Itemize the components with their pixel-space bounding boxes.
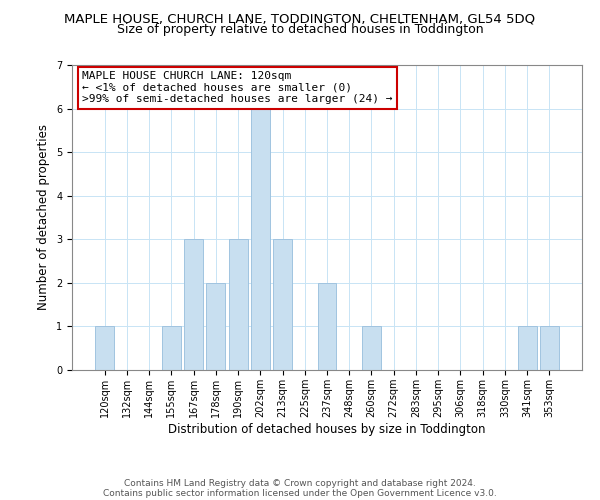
Y-axis label: Number of detached properties: Number of detached properties [37,124,50,310]
Bar [362,326,381,370]
Text: MAPLE HOUSE CHURCH LANE: 120sqm
← <1% of detached houses are smaller (0)
>99% of: MAPLE HOUSE CHURCH LANE: 120sqm ← <1% of… [82,71,392,104]
Bar [95,326,114,370]
Text: Contains public sector information licensed under the Open Government Licence v3: Contains public sector information licen… [103,488,497,498]
Text: MAPLE HOUSE, CHURCH LANE, TODDINGTON, CHELTENHAM, GL54 5DQ: MAPLE HOUSE, CHURCH LANE, TODDINGTON, CH… [64,12,536,26]
Text: Contains HM Land Registry data © Crown copyright and database right 2024.: Contains HM Land Registry data © Crown c… [124,478,476,488]
Bar [229,240,248,370]
Bar [317,283,337,370]
X-axis label: Distribution of detached houses by size in Toddington: Distribution of detached houses by size … [168,422,486,436]
Bar [518,326,536,370]
Bar [206,283,225,370]
Bar [251,108,270,370]
Bar [540,326,559,370]
Text: Size of property relative to detached houses in Toddington: Size of property relative to detached ho… [116,22,484,36]
Bar [184,240,203,370]
Bar [273,240,292,370]
Bar [162,326,181,370]
